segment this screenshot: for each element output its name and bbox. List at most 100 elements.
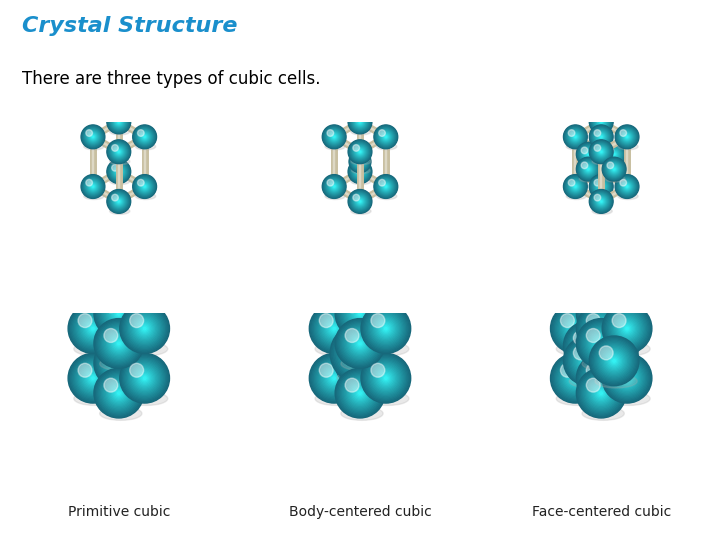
Circle shape: [85, 129, 101, 145]
Circle shape: [599, 311, 603, 316]
Circle shape: [600, 121, 603, 123]
Circle shape: [117, 200, 120, 202]
Circle shape: [84, 178, 102, 195]
Circle shape: [612, 314, 642, 343]
Circle shape: [578, 336, 598, 356]
Circle shape: [121, 305, 168, 352]
Circle shape: [564, 126, 586, 147]
Circle shape: [581, 373, 621, 413]
Circle shape: [585, 362, 617, 394]
Circle shape: [615, 366, 639, 390]
Circle shape: [343, 337, 377, 370]
Circle shape: [607, 359, 647, 398]
Circle shape: [580, 293, 622, 335]
Circle shape: [580, 307, 622, 350]
Circle shape: [356, 168, 364, 175]
Circle shape: [107, 302, 130, 325]
Circle shape: [355, 197, 365, 206]
Circle shape: [338, 321, 382, 366]
Circle shape: [584, 361, 618, 396]
Circle shape: [384, 184, 388, 189]
Circle shape: [569, 322, 582, 335]
Circle shape: [584, 376, 618, 410]
Circle shape: [327, 179, 333, 186]
Circle shape: [352, 153, 368, 170]
Circle shape: [142, 326, 147, 331]
Circle shape: [350, 334, 370, 353]
Circle shape: [329, 131, 340, 142]
Circle shape: [603, 143, 626, 166]
Ellipse shape: [341, 407, 383, 420]
Circle shape: [606, 146, 622, 163]
Circle shape: [118, 201, 120, 202]
Ellipse shape: [595, 374, 637, 388]
Circle shape: [330, 375, 338, 382]
Ellipse shape: [109, 178, 130, 185]
Circle shape: [565, 368, 585, 388]
Circle shape: [577, 369, 625, 417]
Circle shape: [598, 375, 605, 382]
Circle shape: [598, 325, 605, 332]
Circle shape: [559, 362, 592, 394]
Circle shape: [599, 346, 629, 376]
Circle shape: [619, 129, 635, 145]
Circle shape: [356, 118, 364, 126]
Circle shape: [376, 368, 396, 388]
Circle shape: [379, 371, 393, 386]
Circle shape: [599, 331, 629, 361]
Ellipse shape: [109, 158, 130, 165]
Circle shape: [108, 111, 130, 133]
Circle shape: [102, 346, 136, 381]
Circle shape: [72, 307, 114, 350]
Circle shape: [608, 148, 621, 161]
Circle shape: [379, 322, 392, 335]
Circle shape: [595, 116, 607, 128]
Circle shape: [582, 163, 595, 176]
Circle shape: [352, 164, 368, 179]
Circle shape: [340, 294, 380, 334]
Circle shape: [138, 179, 152, 194]
Circle shape: [594, 371, 608, 386]
Circle shape: [594, 145, 600, 151]
Circle shape: [138, 322, 151, 335]
Circle shape: [596, 117, 606, 127]
Circle shape: [557, 360, 594, 397]
Circle shape: [598, 360, 605, 367]
Circle shape: [597, 197, 606, 206]
Circle shape: [608, 163, 621, 176]
Circle shape: [591, 353, 611, 373]
Circle shape: [348, 351, 372, 376]
Circle shape: [579, 371, 624, 415]
Circle shape: [607, 353, 621, 368]
Circle shape: [346, 300, 374, 327]
Circle shape: [560, 363, 590, 393]
Circle shape: [584, 165, 593, 173]
Circle shape: [592, 162, 611, 181]
Circle shape: [114, 147, 124, 157]
Circle shape: [358, 341, 362, 346]
Circle shape: [86, 180, 99, 193]
Circle shape: [325, 128, 343, 146]
Circle shape: [109, 141, 129, 162]
Circle shape: [90, 134, 96, 140]
Circle shape: [357, 350, 363, 356]
Circle shape: [608, 355, 621, 367]
Circle shape: [351, 162, 369, 181]
Circle shape: [330, 183, 338, 190]
Circle shape: [91, 136, 94, 138]
Circle shape: [598, 198, 605, 205]
Circle shape: [600, 201, 602, 202]
Circle shape: [597, 118, 606, 126]
Circle shape: [346, 350, 374, 377]
Circle shape: [78, 363, 108, 393]
Circle shape: [593, 114, 609, 130]
Circle shape: [327, 179, 341, 194]
Circle shape: [330, 132, 339, 141]
Circle shape: [345, 378, 359, 392]
Circle shape: [575, 186, 576, 187]
Circle shape: [621, 180, 634, 193]
Circle shape: [581, 147, 588, 154]
Circle shape: [577, 305, 625, 352]
Circle shape: [318, 312, 351, 345]
Circle shape: [118, 122, 120, 123]
